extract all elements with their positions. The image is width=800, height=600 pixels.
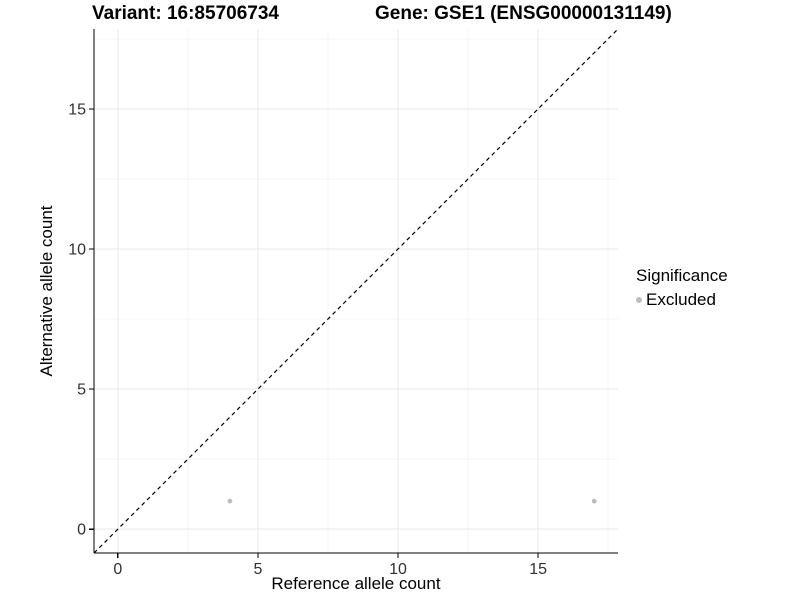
legend-item-label: Excluded: [646, 290, 716, 309]
y-tick-label: 10: [68, 241, 86, 258]
x-tick-label: 15: [529, 561, 547, 578]
legend-title: Significance: [636, 266, 728, 285]
x-tick-label: 0: [113, 561, 122, 578]
y-tick-label: 5: [77, 382, 86, 399]
x-axis-title: Reference allele count: [271, 574, 441, 593]
data-point: [227, 498, 233, 504]
y-tick-label: 15: [68, 101, 86, 118]
plot-title-gene: Gene: GSE1 (ENSG00000131149): [375, 3, 672, 24]
identity-dashed-line: [93, 28, 619, 554]
y-tick-label: 0: [77, 522, 86, 539]
y-axis-title: Alternative allele count: [37, 205, 56, 377]
x-tick-label: 10: [389, 561, 407, 578]
legend: Significance Excluded: [636, 266, 728, 310]
x-tick-label: 5: [253, 561, 262, 578]
plot-title-variant: Variant: 16:85706734: [92, 3, 279, 24]
legend-key-dot-icon: [636, 297, 642, 303]
legend-item-excluded: Excluded: [636, 290, 728, 310]
data-point: [591, 498, 597, 504]
